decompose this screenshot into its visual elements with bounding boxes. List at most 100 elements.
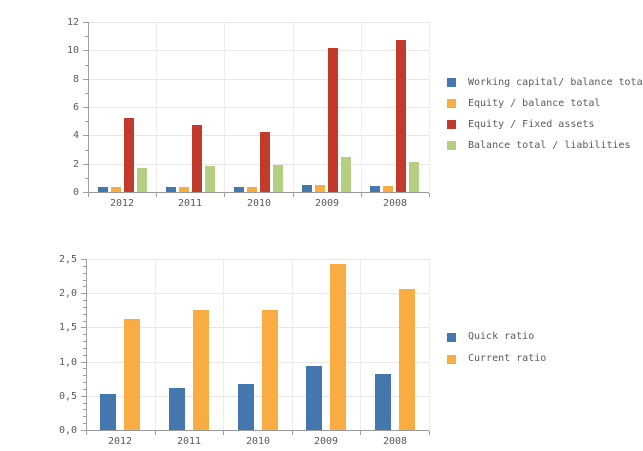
x-tick <box>86 431 87 435</box>
y-minor-tick <box>85 65 88 66</box>
x-tick <box>155 431 156 435</box>
x-tick <box>156 193 157 197</box>
y-major-tick <box>83 164 88 165</box>
y-minor-tick <box>83 273 86 274</box>
bar-equity-fixed-assets <box>328 48 338 192</box>
v-gridline <box>292 259 293 430</box>
x-tick-label: 2009 <box>313 436 339 447</box>
y-minor-tick <box>83 286 86 287</box>
v-gridline <box>293 22 294 192</box>
y-minor-tick <box>83 334 86 335</box>
legend-item-label: Working capital/ balance total <box>468 76 643 88</box>
legend-swatch-icon <box>447 78 456 87</box>
y-minor-tick <box>83 423 86 424</box>
bar-equity-balance-total <box>111 187 121 192</box>
y-major-tick <box>83 50 88 51</box>
y-minor-tick <box>83 409 86 410</box>
chart-financial-structure-ratios: 0 2 4 6 8 10 12 2012 2011 2010 2009 2008 Working cap… <box>66 17 643 209</box>
y-axis <box>86 259 87 431</box>
x-axis <box>86 430 429 431</box>
x-tick-label: 2011 <box>176 436 202 447</box>
y-minor-tick <box>85 93 88 94</box>
h-gridline <box>86 259 429 260</box>
bar-balance-total-liabilities <box>205 166 215 192</box>
x-tick-label: 2008 <box>382 198 408 209</box>
h-gridline <box>86 327 429 328</box>
y-major-tick <box>83 135 88 136</box>
v-gridline <box>429 259 430 430</box>
y-tick-label: 0,5 <box>58 391 77 402</box>
v-gridline <box>361 22 362 192</box>
bar-quick-ratio <box>100 394 116 430</box>
bar-equity-balance-total <box>179 187 189 192</box>
bar-current-ratio <box>262 310 278 430</box>
y-minor-tick <box>83 266 86 267</box>
y-minor-tick <box>85 121 88 122</box>
v-gridline <box>429 22 430 192</box>
x-tick-label: 2010 <box>245 436 271 447</box>
x-tick <box>224 193 225 197</box>
legend: Working capital/ balance total Equity / b… <box>447 72 643 156</box>
legend-item: Balance total / liabilities <box>447 135 643 156</box>
y-tick-label: 2 <box>72 159 79 170</box>
x-tick <box>360 431 361 435</box>
bar-quick-ratio <box>306 366 322 430</box>
bar-equity-fixed-assets <box>124 118 134 192</box>
y-major-tick <box>83 107 88 108</box>
chart-liquidity-ratios: 0,0 0,5 1,0 1,5 2,0 2,5 2012 2011 2010 2009 2008 Qu… <box>0 230 643 451</box>
x-tick <box>292 431 293 435</box>
y-axis <box>88 22 89 193</box>
legend-swatch-icon <box>447 120 456 129</box>
x-tick <box>361 193 362 197</box>
bar-equity-balance-total <box>383 186 393 192</box>
legend-item: Equity / balance total <box>447 93 643 114</box>
h-gridline <box>88 164 429 165</box>
y-tick-label: 2,5 <box>58 254 77 265</box>
bar-working-capital-balance-total <box>234 187 244 192</box>
v-gridline <box>155 259 156 430</box>
legend-item: Equity / Fixed assets <box>447 114 643 135</box>
y-minor-tick <box>83 307 86 308</box>
h-gridline <box>86 396 429 397</box>
bar-equity-balance-total <box>247 187 257 192</box>
h-gridline <box>86 293 429 294</box>
bar-current-ratio <box>193 310 209 430</box>
y-tick-label: 12 <box>66 17 79 28</box>
y-tick-label: 6 <box>72 102 79 113</box>
legend-swatch-icon <box>447 99 456 108</box>
y-minor-tick <box>83 403 86 404</box>
bar-current-ratio <box>399 289 415 430</box>
y-major-tick <box>81 430 86 431</box>
legend-item-label: Equity / Fixed assets <box>468 118 595 130</box>
x-tick-label: 2010 <box>246 198 272 209</box>
y-minor-tick <box>83 348 86 349</box>
y-tick-label: 0 <box>72 187 79 198</box>
x-axis <box>88 192 429 193</box>
bar-current-ratio <box>330 264 346 430</box>
legend-swatch-icon <box>447 354 456 364</box>
bar-working-capital-balance-total <box>98 187 108 192</box>
y-major-tick <box>81 396 86 397</box>
y-tick-label: 1,0 <box>58 357 77 368</box>
x-tick-label: 2011 <box>177 198 203 209</box>
y-major-tick <box>81 259 86 260</box>
bar-current-ratio <box>124 319 140 430</box>
x-tick <box>223 431 224 435</box>
x-tick-label: 2009 <box>314 198 340 209</box>
y-tick-label: 1,5 <box>58 322 77 333</box>
v-gridline <box>224 22 225 192</box>
y-minor-tick <box>83 300 86 301</box>
bar-balance-total-liabilities <box>341 157 351 192</box>
bar-quick-ratio <box>375 374 391 430</box>
bar-working-capital-balance-total <box>166 187 176 192</box>
h-gridline <box>88 79 429 80</box>
legend-item-label: Quick ratio <box>468 331 535 342</box>
legend-item-label: Equity / balance total <box>468 97 601 109</box>
legend: Quick ratio Current ratio <box>447 326 546 370</box>
y-minor-tick <box>85 36 88 37</box>
x-tick <box>88 193 89 197</box>
x-tick-label: 2012 <box>109 198 135 209</box>
x-tick-label: 2012 <box>107 436 133 447</box>
bar-quick-ratio <box>238 384 254 430</box>
y-tick-label: 0,0 <box>58 425 77 436</box>
